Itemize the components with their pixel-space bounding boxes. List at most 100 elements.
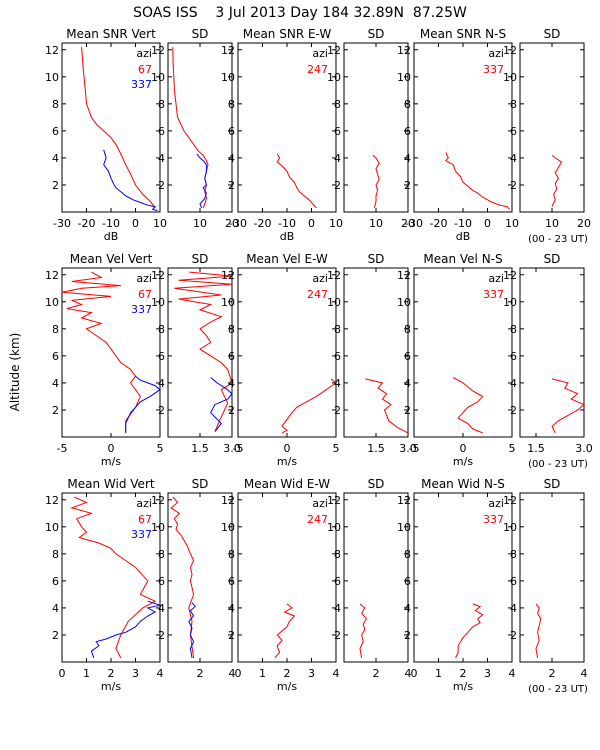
y-tick-label: 2 <box>158 179 165 192</box>
series-line <box>359 603 368 658</box>
x-axis-label: m/s <box>101 455 121 468</box>
x-tick-label: 20 <box>577 217 591 230</box>
panel-title: Mean SNR E-W <box>243 27 332 41</box>
x-tick-label: 5 <box>157 442 164 455</box>
y-tick-label: 8 <box>334 98 341 111</box>
y-tick-label: 6 <box>228 125 235 138</box>
panel-title: Mean Vel Vert <box>70 252 153 266</box>
x-tick-label: 0 <box>284 442 291 455</box>
x-tick-label: -30 <box>405 217 423 230</box>
series-line <box>276 153 317 209</box>
legend-title: azi <box>488 47 504 60</box>
y-tick-label: 10 <box>503 521 517 534</box>
plot-frame <box>167 492 233 663</box>
plot-frame <box>519 42 585 213</box>
legend-title: azi <box>488 497 504 510</box>
y-tick-label: 4 <box>334 152 341 165</box>
x-tick-label: 1 <box>435 667 442 680</box>
x-tick-label: 10 <box>369 217 383 230</box>
x-tick-label: -5 <box>57 442 68 455</box>
x-axis-label: m/s <box>277 680 297 693</box>
y-tick-label: 2 <box>334 404 341 417</box>
y-tick-label: 6 <box>510 125 517 138</box>
panel-11: SD 2 4 6 8 10 12 1.5 3.0 <box>503 252 593 455</box>
panel-title: Mean SNR N-S <box>420 27 506 41</box>
plot-frame <box>343 492 409 663</box>
x-axis-label: dB <box>104 230 119 243</box>
plot-frame <box>167 267 233 438</box>
y-tick-label: 6 <box>404 125 411 138</box>
y-tick-label: 10 <box>221 296 235 309</box>
x-tick-label: 0 <box>132 217 139 230</box>
y-tick-label: 6 <box>228 575 235 588</box>
x-tick-label: 0 <box>460 442 467 455</box>
y-tick-label: 12 <box>45 44 59 57</box>
y-tick-label: 10 <box>397 521 411 534</box>
x-tick-label: 4 <box>581 667 588 680</box>
x-tick-label: -10 <box>454 217 472 230</box>
series-line <box>445 152 510 210</box>
x-axis-label: dB <box>280 230 295 243</box>
y-tick-label: 12 <box>221 494 235 507</box>
series-line <box>196 153 207 209</box>
x-tick-label: -10 <box>278 217 296 230</box>
y-tick-label: 6 <box>228 350 235 363</box>
y-tick-label: 12 <box>327 44 341 57</box>
y-tick-label: 10 <box>151 71 165 84</box>
x-tick-label: 3 <box>132 667 139 680</box>
y-tick-label: 4 <box>510 377 517 390</box>
y-tick-label: 12 <box>327 269 341 282</box>
y-tick-label: 12 <box>503 269 517 282</box>
x-tick-label: 1 <box>83 667 90 680</box>
series-line <box>210 377 233 432</box>
y-tick-label: 12 <box>503 44 517 57</box>
y-tick-label: 4 <box>334 377 341 390</box>
y-tick-label: 4 <box>52 602 59 615</box>
panel-title: Mean Wid Vert <box>67 477 154 491</box>
panel-title: Mean Vel E-W <box>246 252 328 266</box>
y-tick-label: 8 <box>510 98 517 111</box>
x-tick-label: 4 <box>333 667 340 680</box>
x-tick-label: 0 <box>411 667 418 680</box>
legend-entry: 337 <box>483 288 504 301</box>
y-tick-label: 2 <box>228 404 235 417</box>
y-tick-label: 12 <box>503 494 517 507</box>
y-tick-label: 12 <box>151 44 165 57</box>
panel-title: SD <box>192 252 209 266</box>
panel-title: Mean Wid E-W <box>244 477 330 491</box>
utc-note-row3: (00 - 23 UT) <box>528 684 588 695</box>
x-tick-label: 0 <box>308 217 315 230</box>
panel-title: Mean Wid N-S <box>421 477 505 491</box>
y-tick-label: 10 <box>397 71 411 84</box>
y-tick-label: 2 <box>158 629 165 642</box>
panel-title: SD <box>368 27 385 41</box>
y-tick-label: 6 <box>404 575 411 588</box>
panel-6: Mean Vel Vert 2 4 6 8 10 12 -5 0 5 m/s azi 67 337 <box>45 252 164 468</box>
panel-0: Mean SNR Vert 2 4 6 8 10 12 -30 -20 -10 0 10 dB azi 67… <box>45 27 167 243</box>
x-tick-label: 3.0 <box>575 442 593 455</box>
x-tick-label: 2 <box>373 667 380 680</box>
y-tick-label: 4 <box>158 152 165 165</box>
panel-9: SD 2 4 6 8 10 12 1.5 3.0 <box>327 252 417 455</box>
panel-13: SD 2 4 6 8 10 12 2 4 <box>151 477 236 680</box>
panel-7: SD 2 4 6 8 10 12 1.5 3.0 <box>151 252 241 455</box>
series-line <box>81 47 156 209</box>
plot-frame <box>519 267 585 438</box>
y-tick-label: 6 <box>334 125 341 138</box>
x-tick-label: 0 <box>108 442 115 455</box>
x-tick-label: 4 <box>509 667 516 680</box>
legend-title: azi <box>136 47 152 60</box>
panel-title: SD <box>192 27 209 41</box>
y-tick-label: 6 <box>510 350 517 363</box>
x-tick-label: 2 <box>197 667 204 680</box>
y-axis-label: Altitude (km) <box>8 333 22 412</box>
y-tick-label: 8 <box>404 98 411 111</box>
y-tick-label: 10 <box>221 71 235 84</box>
y-tick-label: 6 <box>158 350 165 363</box>
plot-frame <box>343 267 409 438</box>
series-line <box>365 378 409 434</box>
legend-entry: 67 <box>138 513 152 526</box>
